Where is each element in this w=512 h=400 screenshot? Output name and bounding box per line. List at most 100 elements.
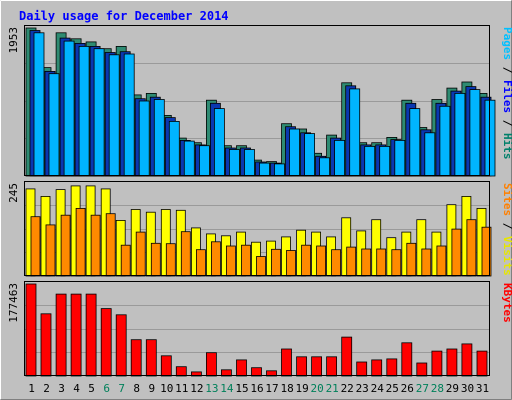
bar-sites-day-7	[120, 244, 131, 277]
bar-kbytes-day-28	[431, 350, 443, 377]
bar-pages-day-11	[183, 140, 195, 177]
x-tick-label-day-21: 21	[326, 382, 339, 395]
bar-pages-day-23	[364, 145, 376, 177]
bar-sites-day-11	[180, 231, 191, 277]
bar-kbytes-day-27	[416, 362, 428, 377]
x-tick-label-day-7: 7	[118, 382, 125, 395]
x-tick-label-day-24: 24	[371, 382, 385, 395]
bar-pages-day-1	[33, 32, 45, 177]
x-tick-label-day-14: 14	[220, 382, 234, 395]
bar-sites-day-16	[256, 256, 266, 277]
x-tick-label-day-2: 2	[43, 382, 50, 395]
bar-pages-day-22	[349, 88, 361, 177]
bar-pages-day-16	[259, 162, 270, 177]
x-tick-label-day-19: 19	[295, 382, 308, 395]
x-tick-label-day-15: 15	[235, 382, 248, 395]
bar-kbytes-day-22	[341, 336, 353, 377]
bar-pages-day-17	[274, 163, 285, 177]
bar-sites-day-27	[421, 248, 432, 277]
x-tick-label-day-13: 13	[205, 382, 218, 395]
x-tick-label-day-27: 27	[416, 382, 429, 395]
bar-sites-day-20	[316, 245, 327, 277]
panel-kbytes: 177463 KBytes	[7, 281, 512, 377]
x-tick-label-day-23: 23	[356, 382, 369, 395]
chart-panels: 1953 Pages / Files / Hits 245 Sites / Visit…	[7, 25, 512, 377]
bar-pages-day-25	[394, 139, 406, 177]
x-tick-label-day-17: 17	[265, 382, 278, 395]
bar-kbytes-day-15	[236, 359, 247, 377]
bar-pages-day-3	[63, 40, 75, 177]
bar-pages-day-27	[424, 132, 436, 177]
bar-pages-day-20	[319, 157, 331, 177]
legend-part: /	[501, 60, 512, 80]
bar-kbytes-day-11	[175, 366, 187, 377]
bar-pages-day-13	[213, 108, 225, 177]
plot-border	[24, 281, 490, 376]
bar-sites-day-1	[30, 216, 41, 277]
bar-kbytes-day-6	[100, 308, 112, 377]
bar-sites-day-3	[60, 214, 71, 277]
x-tick-label-day-12: 12	[190, 382, 203, 395]
bar-sites-day-21	[331, 249, 342, 277]
bar-sites-day-28	[436, 245, 447, 277]
x-tick-label-day-29: 29	[446, 382, 459, 395]
bar-sites-day-6	[105, 213, 116, 277]
bar-pages-day-24	[379, 145, 391, 177]
x-tick-label-day-3: 3	[58, 382, 65, 395]
bar-pages-day-15	[244, 149, 255, 177]
bar-pages-day-21	[334, 139, 346, 177]
bar-kbytes-day-30	[461, 343, 473, 377]
bar-pages-day-10	[168, 121, 180, 177]
bar-sites-day-23	[361, 248, 372, 277]
bar-pages-day-9	[153, 99, 165, 177]
bar-pages-day-8	[138, 100, 150, 177]
x-tick-label-day-26: 26	[401, 382, 414, 395]
x-tick-label-day-25: 25	[386, 382, 399, 395]
y-max-label: 177463	[7, 283, 20, 323]
bar-sites-day-12	[195, 249, 206, 277]
bar-kbytes-day-2	[40, 313, 52, 377]
bar-kbytes-day-20	[311, 356, 323, 377]
bar-pages-day-28	[439, 105, 451, 177]
y-max-label: 245	[7, 183, 20, 203]
x-tick-label-day-28: 28	[431, 382, 444, 395]
bar-kbytes-day-26	[401, 342, 413, 377]
bar-sites-day-8	[135, 231, 146, 277]
x-tick-label-day-30: 30	[461, 382, 474, 395]
bar-sites-day-26	[406, 242, 417, 277]
bar-kbytes-day-19	[296, 356, 308, 377]
bar-kbytes-day-5	[85, 293, 97, 377]
x-tick-label-day-6: 6	[103, 382, 110, 395]
chart-title: Daily usage for December 2014	[19, 9, 229, 23]
series-legend: Pages / Files / Hits	[501, 27, 512, 160]
bar-sites-day-24	[376, 248, 387, 277]
legend-part: Hits	[501, 133, 512, 160]
bar-pages-day-4	[78, 46, 90, 177]
bar-sites-day-13	[210, 241, 221, 277]
x-tick-label-day-4: 4	[73, 382, 80, 395]
bar-pages-day-19	[304, 133, 316, 177]
legend-part: Files	[501, 80, 512, 113]
legend-part: Pages	[501, 27, 512, 60]
bar-kbytes-day-7	[115, 314, 127, 377]
bar-pages-day-18	[289, 128, 300, 177]
x-tick-label-day-16: 16	[250, 382, 263, 395]
bar-kbytes-day-10	[160, 355, 172, 377]
bar-sites-day-19	[301, 244, 312, 277]
bar-sites-day-15	[241, 244, 251, 277]
bar-kbytes-day-16	[251, 367, 262, 377]
x-tick-label-day-31: 31	[476, 382, 489, 395]
series-legend: KBytes	[501, 283, 512, 323]
bar-pages-day-26	[409, 108, 421, 177]
bar-sites-day-22	[346, 246, 357, 277]
bar-sites-day-5	[90, 214, 101, 277]
legend-part: /	[501, 216, 512, 236]
bar-kbytes-day-1	[25, 283, 37, 377]
bar-sites-day-2	[45, 224, 56, 277]
bar-sites-day-29	[451, 228, 462, 277]
bar-kbytes-day-3	[55, 293, 67, 377]
bar-pages-day-12	[198, 145, 210, 177]
x-axis-day-labels: 1 2 3 4 5 6 7 8 9 10 11 12 13 14 15 16 17 18 19 20 21 22 23 24 2…	[28, 382, 489, 395]
bar-kbytes-day-8	[130, 339, 142, 377]
x-tick-label-day-22: 22	[341, 382, 354, 395]
